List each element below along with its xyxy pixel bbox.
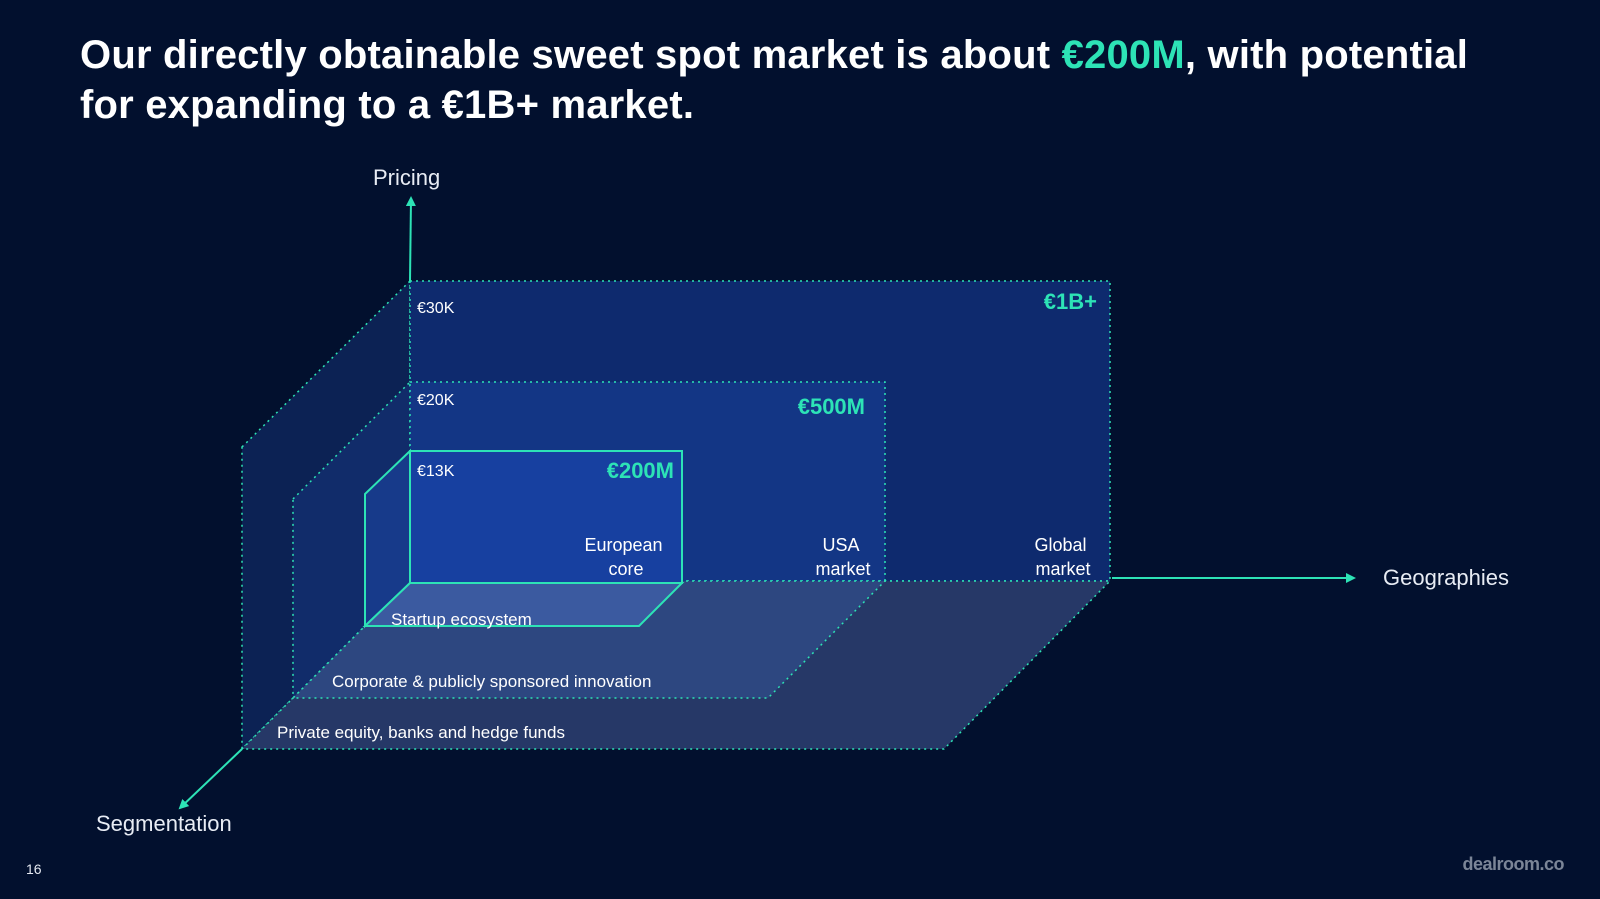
small-bottom-face (362, 582, 685, 627)
geo-label-medium: USA market (815, 535, 870, 579)
pricing-axis-arrow (405, 196, 416, 282)
geo-label-large-line2: market (1035, 559, 1090, 579)
geographies-axis-label: Geographies (1383, 565, 1509, 590)
segmentation-axis-label: Segmentation (96, 811, 232, 836)
page-number: 16 (26, 861, 42, 877)
segment-label-large: Private equity, banks and hedge funds (277, 723, 565, 742)
segmentation-axis-arrow (178, 748, 243, 810)
title-highlight: €200M (1061, 33, 1185, 77)
geo-label-large: Global market (1034, 535, 1091, 579)
market-value-medium: €500M (798, 394, 865, 419)
price-label-large: €30K (417, 300, 455, 317)
slide-title: Our directly obtainable sweet spot marke… (80, 30, 1480, 130)
market-value-small: €200M (607, 458, 674, 483)
geo-label-small-line2: core (608, 559, 643, 579)
title-part-1: Our directly obtainable sweet spot marke… (80, 33, 1062, 77)
medium-left-face (292, 380, 411, 700)
segment-label-small: Startup ecosystem (391, 610, 532, 629)
market-box-small (362, 448, 685, 629)
price-label-medium: €20K (417, 392, 455, 409)
geo-label-medium-line2: market (815, 559, 870, 579)
geo-label-medium-line1: USA (822, 535, 859, 555)
pricing-axis-label: Pricing (373, 165, 440, 190)
geo-label-small-line1: European (584, 535, 662, 555)
price-label-small: €13K (417, 463, 455, 480)
geo-label-large-line1: Global (1034, 535, 1086, 555)
segment-label-medium: Corporate & publicly sponsored innovatio… (332, 672, 651, 691)
geo-label-small: European core (584, 535, 667, 579)
title-part-2: , with potential for expanding to a €1B+… (80, 33, 1469, 127)
brand-logo: dealroom.co (1462, 854, 1564, 874)
market-value-large: €1B+ (1044, 289, 1097, 314)
